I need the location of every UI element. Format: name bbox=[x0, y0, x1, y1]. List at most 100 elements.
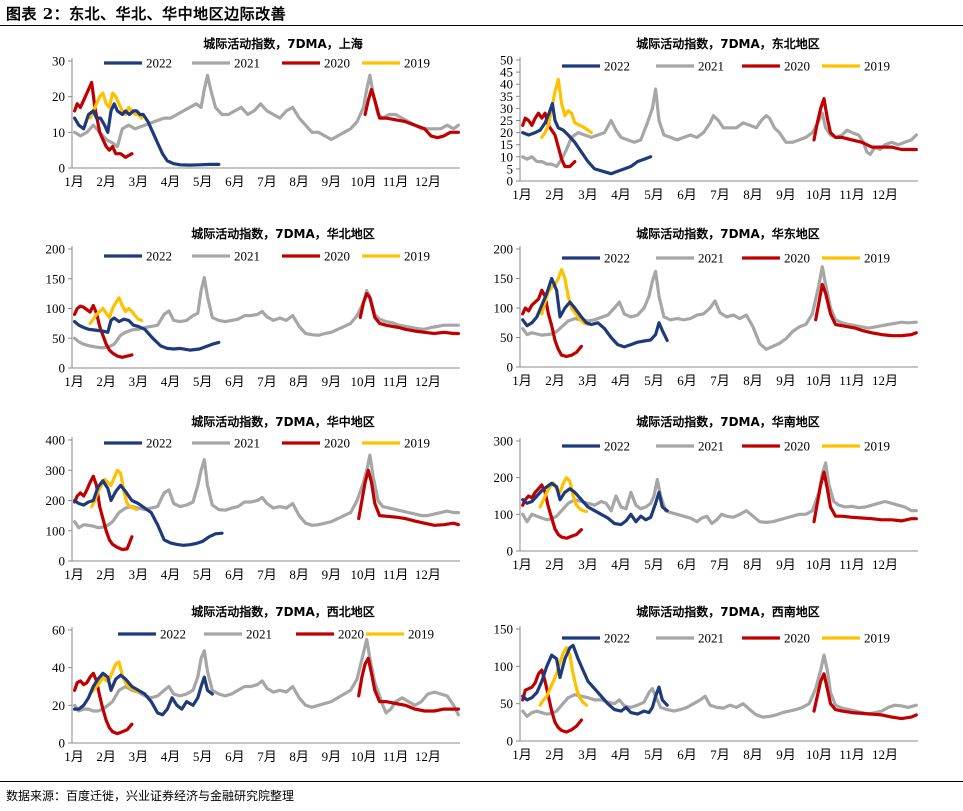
chart-panel-8: 城际活动指数，7DMA，西南地区 0 50 100 150 1月 2月 3月 4月 5月 6月 7月 8… bbox=[494, 604, 918, 762]
y-tick-label: 300 bbox=[46, 463, 66, 478]
legend-label-2021: 2021 bbox=[698, 251, 724, 266]
series-line-2021 bbox=[521, 87, 918, 169]
x-tick-label: 1月 bbox=[512, 747, 532, 762]
legend-label-2022: 2022 bbox=[604, 251, 630, 266]
x-tick-label: 7月 bbox=[257, 374, 277, 389]
x-tick-label: 2月 bbox=[96, 374, 116, 389]
y-tick-label: 25 bbox=[500, 113, 513, 128]
series-line-2022 bbox=[73, 316, 221, 352]
y-tick-label: 20 bbox=[52, 698, 65, 713]
legend-label-2019: 2019 bbox=[408, 627, 434, 642]
x-tick-label: 6月 bbox=[225, 374, 245, 389]
y-tick-label: 200 bbox=[494, 470, 514, 485]
series-line-2020 bbox=[363, 87, 460, 140]
series-line-2020 bbox=[814, 282, 918, 338]
legend-label-2021: 2021 bbox=[234, 56, 260, 71]
chart-panel-7: 城际活动指数，7DMA，西北地区 0 20 40 60 1月 2月 3月 4月 5月 6月 7月 8月 9… bbox=[52, 604, 460, 764]
y-tick-label: 200 bbox=[46, 493, 66, 508]
x-tick-label: 4月 bbox=[611, 187, 631, 202]
series-line-2020 bbox=[521, 483, 583, 540]
y-tick-label: 200 bbox=[494, 242, 514, 257]
x-tick-label: 6月 bbox=[677, 373, 697, 388]
x-tick-label: 8月 bbox=[289, 174, 309, 189]
x-tick-label: 11月 bbox=[839, 557, 865, 572]
series-line-2020 bbox=[521, 668, 583, 734]
x-tick-label: 8月 bbox=[289, 374, 309, 389]
x-tick-label: 9月 bbox=[322, 174, 342, 189]
series-line-2022 bbox=[521, 643, 669, 716]
x-tick-label: 5月 bbox=[193, 174, 213, 189]
x-tick-label: 3月 bbox=[129, 749, 149, 764]
x-tick-label: 9月 bbox=[776, 747, 796, 762]
x-tick-label: 11月 bbox=[839, 187, 865, 202]
legend-label-2022: 2022 bbox=[604, 59, 630, 74]
y-tick-label: 100 bbox=[494, 301, 514, 316]
y-tick-label: 10 bbox=[52, 125, 65, 140]
y-tick-label: 0 bbox=[507, 174, 514, 189]
x-tick-label: 6月 bbox=[677, 557, 697, 572]
legend-label-2020: 2020 bbox=[784, 251, 810, 266]
x-tick-label: 10月 bbox=[806, 373, 832, 388]
x-tick-label: 4月 bbox=[611, 747, 631, 762]
x-tick-label: 11月 bbox=[383, 749, 409, 764]
x-tick-label: 5月 bbox=[644, 557, 664, 572]
y-tick-label: 100 bbox=[46, 523, 66, 538]
x-tick-label: 8月 bbox=[289, 749, 309, 764]
series-line-2020 bbox=[521, 288, 583, 358]
top-rule bbox=[0, 25, 963, 26]
x-tick-label: 5月 bbox=[193, 749, 213, 764]
y-tick-label: 40 bbox=[52, 660, 65, 675]
x-tick-label: 9月 bbox=[322, 374, 342, 389]
x-tick-label: 10月 bbox=[350, 374, 376, 389]
y-tick-label: 15 bbox=[500, 137, 513, 152]
legend-label-2022: 2022 bbox=[604, 631, 630, 646]
x-tick-label: 9月 bbox=[322, 567, 342, 582]
y-tick-label: 50 bbox=[500, 696, 513, 711]
x-tick-label: 4月 bbox=[161, 567, 181, 582]
series-line-2019 bbox=[88, 296, 144, 325]
chart-title: 城际活动指数，7DMA，上海 bbox=[203, 36, 363, 51]
x-tick-label: 7月 bbox=[257, 174, 277, 189]
series-line-2020 bbox=[73, 671, 134, 736]
x-tick-label: 5月 bbox=[644, 373, 664, 388]
legend-label-2019: 2019 bbox=[864, 631, 890, 646]
legend-label-2022: 2022 bbox=[146, 249, 172, 264]
x-tick-label: 2月 bbox=[545, 557, 565, 572]
x-tick-label: 7月 bbox=[710, 747, 730, 762]
x-tick-label: 4月 bbox=[611, 557, 631, 572]
figure-title: 图表 2：东北、华北、华中地区边际改善 bbox=[6, 5, 287, 23]
x-tick-label: 7月 bbox=[710, 557, 730, 572]
x-tick-label: 9月 bbox=[322, 749, 342, 764]
legend-label-2021: 2021 bbox=[234, 436, 260, 451]
x-tick-label: 3月 bbox=[129, 567, 149, 582]
y-tick-label: 100 bbox=[494, 507, 514, 522]
legend-label-2022: 2022 bbox=[146, 56, 172, 71]
legend-label-2019: 2019 bbox=[404, 436, 430, 451]
x-tick-label: 12月 bbox=[415, 749, 441, 764]
x-tick-label: 12月 bbox=[415, 174, 441, 189]
legend-label-2020: 2020 bbox=[324, 436, 350, 451]
legend-label-2022: 2022 bbox=[160, 627, 186, 642]
series-line-2020 bbox=[357, 656, 460, 713]
legend-label-2019: 2019 bbox=[404, 249, 430, 264]
x-tick-label: 3月 bbox=[578, 557, 598, 572]
x-tick-label: 12月 bbox=[872, 373, 898, 388]
legend-label-2020: 2020 bbox=[784, 631, 810, 646]
y-tick-label: 100 bbox=[46, 301, 66, 316]
series-line-2022 bbox=[73, 479, 224, 547]
series-line-2021 bbox=[521, 265, 918, 351]
x-tick-label: 2月 bbox=[96, 749, 116, 764]
series-line-2021 bbox=[73, 73, 460, 149]
x-tick-label: 2月 bbox=[545, 747, 565, 762]
series-line-2020 bbox=[73, 303, 134, 359]
y-tick-label: 0 bbox=[507, 360, 514, 375]
x-tick-label: 4月 bbox=[161, 749, 181, 764]
legend-label-2020: 2020 bbox=[324, 249, 350, 264]
x-tick-label: 2月 bbox=[96, 567, 116, 582]
legend-label-2019: 2019 bbox=[864, 251, 890, 266]
x-tick-label: 4月 bbox=[161, 174, 181, 189]
x-tick-label: 12月 bbox=[872, 747, 898, 762]
legend-label-2019: 2019 bbox=[864, 59, 890, 74]
chart-panel-3: 城际活动指数，7DMA，华北地区 0 50 100 150 200 1月 2月 3月 4月 5月 6月… bbox=[46, 226, 460, 389]
x-tick-label: 8月 bbox=[743, 373, 763, 388]
